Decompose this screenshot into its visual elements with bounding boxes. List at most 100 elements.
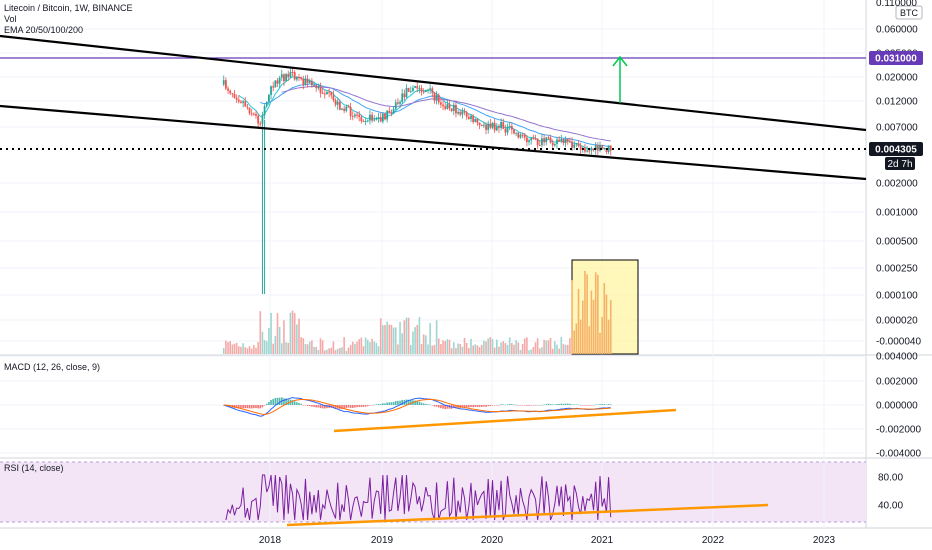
volume-bar <box>246 348 249 354</box>
candle-body <box>569 141 571 143</box>
candle-body <box>523 135 526 138</box>
candle-body <box>244 101 247 107</box>
macd-histogram-bar <box>270 399 272 405</box>
volume-bar <box>240 346 242 354</box>
volume-bar <box>412 331 414 354</box>
macd-histogram-bar <box>369 405 371 406</box>
macd-histogram-bar <box>410 400 412 405</box>
candle-body <box>493 122 496 131</box>
candle-body <box>547 137 550 139</box>
macd-histogram-bar <box>358 405 360 407</box>
macd-histogram-bar <box>394 401 397 405</box>
volume-bar <box>483 340 485 354</box>
candle-body <box>235 97 238 100</box>
candle-body <box>452 104 455 112</box>
candle-body <box>603 148 606 150</box>
macd-histogram-bar <box>515 404 517 406</box>
candle-body <box>248 107 251 114</box>
grid <box>0 0 866 528</box>
candle-body <box>549 137 552 143</box>
volume-legend[interactable]: Vol <box>4 14 17 24</box>
candle-body <box>543 138 545 143</box>
volume-bar <box>558 348 560 354</box>
candle-body <box>487 123 490 130</box>
volume-bar <box>554 341 556 354</box>
volume-bar <box>562 343 565 354</box>
macd-histogram-bar <box>605 404 608 406</box>
candle-body <box>599 145 601 151</box>
volume-bar <box>311 340 313 354</box>
volume-bars <box>222 310 571 354</box>
volume-bar <box>521 343 524 354</box>
macd-histogram-bar <box>468 405 470 408</box>
candle-body <box>285 74 287 82</box>
macd-histogram-bar <box>487 405 489 407</box>
candle-body <box>401 93 404 102</box>
candle-body <box>321 92 324 94</box>
rsi-support-line[interactable] <box>286 503 769 527</box>
macd-legend[interactable]: MACD (12, 26, close, 9) <box>4 362 101 372</box>
candle-body <box>545 137 548 143</box>
candle-body <box>530 138 533 141</box>
candle-body <box>461 111 464 115</box>
candle-body <box>474 118 477 123</box>
candle-body <box>283 74 285 82</box>
volume-bar <box>425 335 427 354</box>
channel-upper-line[interactable] <box>0 34 867 132</box>
macd-histogram-bar <box>364 405 367 407</box>
candle-body <box>521 134 524 136</box>
candle-body <box>575 143 578 145</box>
volume-bar <box>599 332 601 354</box>
rsi-legend[interactable]: RSI (14, close) <box>4 463 64 473</box>
volume-bar <box>440 344 442 354</box>
volume-bar <box>465 342 468 354</box>
channel-lower-line[interactable] <box>0 104 867 181</box>
volume-bar <box>560 337 563 354</box>
volume-bar <box>356 341 358 354</box>
candle-body <box>446 104 449 109</box>
macd-histogram-bar <box>377 403 380 405</box>
volume-bar <box>472 345 474 354</box>
candle-body <box>573 144 576 148</box>
macd-histogram-bar <box>556 404 558 405</box>
volume-bar <box>534 342 537 354</box>
candle-body <box>605 148 608 152</box>
candle-body <box>594 144 597 151</box>
macd-histogram-bar <box>250 405 253 409</box>
candle-body <box>371 114 373 121</box>
volume-bar <box>431 345 434 354</box>
projection-arrow[interactable] <box>612 55 628 103</box>
macd-histogram-bar <box>253 405 255 409</box>
macd-histogram-bar <box>242 405 244 409</box>
macd-tick-label: 0.000000 <box>876 401 918 412</box>
macd-support-line[interactable] <box>333 408 677 433</box>
candle-body <box>375 118 378 120</box>
macd-histogram-bar <box>373 404 376 406</box>
macd-histogram-bar <box>332 405 335 409</box>
candle-body <box>392 109 395 114</box>
candle-body <box>231 93 234 95</box>
candle-body <box>384 113 386 120</box>
candle-body <box>500 122 502 129</box>
macd-histogram-bar <box>577 404 580 406</box>
candle-body <box>306 78 309 83</box>
candle-body <box>465 112 468 117</box>
candle-body <box>571 141 573 148</box>
volume-bar <box>341 347 343 354</box>
macd-histogram-bar <box>347 405 350 408</box>
currency-badge[interactable]: BTC <box>895 5 923 20</box>
candle-body <box>470 115 472 119</box>
macd-histogram-bar <box>607 404 610 405</box>
ema-legend[interactable]: EMA 20/50/100/200 <box>4 25 84 35</box>
time-tick-label: 2019 <box>371 535 394 546</box>
macd-histogram-bar <box>551 404 554 405</box>
macd-signal-line <box>223 398 611 415</box>
macd-histogram-bar <box>379 404 382 405</box>
macd-histogram-bar <box>425 403 427 405</box>
symbol-title[interactable]: Litecoin / Bitcoin, 1W, BINANCE <box>4 3 133 13</box>
macd-histogram-bar <box>401 399 403 405</box>
candle-body <box>457 111 459 114</box>
macd-tick-label: 0.002000 <box>876 377 918 388</box>
volume-bar <box>597 274 599 354</box>
